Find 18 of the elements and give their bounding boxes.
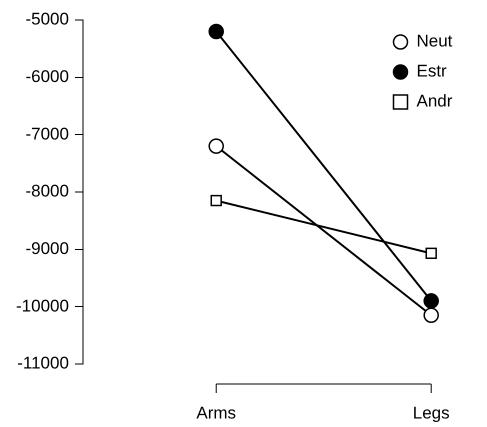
y-tick-label: -6000	[25, 67, 69, 86]
point	[208, 24, 224, 40]
y-tick-label: -8000	[25, 182, 69, 201]
point	[208, 138, 224, 154]
y-tick-label: -11000	[17, 354, 69, 373]
point	[426, 248, 437, 260]
x-tick-label: Legs	[412, 404, 450, 423]
point	[210, 194, 222, 206]
y-tick-label: -10000	[16, 296, 69, 316]
legend-label: Neut	[416, 32, 453, 51]
y-tick-label: -9000	[25, 239, 69, 258]
y-tick-label: -7000	[25, 124, 69, 144]
point	[423, 308, 439, 324]
x-tick-label: Arms	[196, 404, 236, 423]
legend-label: Estr	[416, 62, 448, 81]
y-tick-label: -5000	[25, 10, 69, 29]
point	[423, 293, 439, 309]
legend-label: Andr	[416, 92, 453, 111]
